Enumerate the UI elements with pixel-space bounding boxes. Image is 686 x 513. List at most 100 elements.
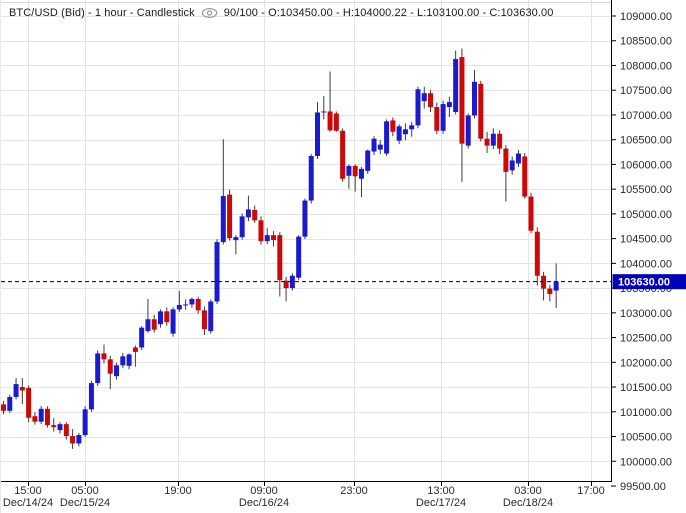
candle	[522, 156, 528, 197]
last-price-tag-label: 103630.00	[618, 277, 670, 289]
candle	[321, 111, 327, 113]
candle	[44, 408, 50, 426]
candle	[352, 165, 358, 177]
candle	[377, 144, 383, 150]
candle	[19, 387, 25, 391]
candle	[245, 209, 251, 218]
candle	[158, 311, 163, 325]
candle	[195, 298, 201, 311]
x-axis-time-label: 13:00	[427, 485, 455, 497]
y-axis-label: 99500.00	[620, 481, 666, 493]
y-axis-label: 102500.00	[620, 333, 672, 345]
candle	[421, 93, 427, 102]
candle	[145, 319, 151, 332]
candle	[283, 280, 289, 289]
candle	[227, 194, 233, 239]
candle	[239, 216, 245, 238]
candle	[415, 89, 421, 126]
candle	[82, 409, 88, 436]
candle	[515, 153, 521, 164]
y-axis-label: 108500.00	[620, 36, 672, 48]
candle	[453, 59, 459, 112]
candle	[57, 424, 63, 431]
candle	[114, 365, 120, 377]
candle	[76, 435, 82, 444]
x-axis-date-label: Dec/15/24	[60, 497, 110, 509]
y-axis-label: 109000.00	[620, 11, 672, 23]
x-axis-time-label: 15:00	[14, 485, 42, 497]
y-axis-label: 104500.00	[620, 234, 672, 246]
candle	[396, 126, 402, 141]
x-axis-time-label: 23:00	[340, 485, 368, 497]
candle	[472, 81, 477, 116]
candle	[63, 424, 69, 437]
candle	[484, 138, 490, 146]
candle	[70, 436, 76, 444]
candle	[402, 129, 408, 135]
y-axis-label: 100500.00	[620, 432, 672, 444]
y-axis-label: 107000.00	[620, 110, 672, 122]
candle	[26, 388, 32, 418]
candle	[289, 275, 295, 289]
candle	[189, 298, 195, 305]
candle	[220, 196, 226, 243]
candle	[101, 353, 107, 360]
eye-icon[interactable]	[201, 7, 218, 19]
x-axis-time-label: 17:00	[577, 485, 605, 497]
candle	[553, 281, 559, 291]
candle	[547, 288, 553, 295]
candle	[126, 354, 132, 366]
candle	[170, 309, 176, 334]
candle	[38, 408, 44, 422]
candle	[371, 138, 377, 152]
candle	[528, 196, 534, 231]
candle	[214, 242, 220, 302]
candle	[107, 359, 113, 374]
y-axis-label: 100000.00	[620, 456, 672, 468]
x-axis-time-label: 05:00	[71, 485, 99, 497]
candle	[164, 311, 170, 323]
last-price-tag	[612, 274, 686, 290]
candle	[95, 353, 101, 384]
candle	[327, 111, 333, 131]
candle	[333, 113, 339, 131]
candle	[258, 220, 264, 242]
candle	[503, 148, 509, 172]
candle	[51, 425, 57, 428]
y-axis-label: 105000.00	[620, 209, 672, 221]
candle	[32, 416, 38, 422]
candle	[201, 310, 207, 330]
candle	[1, 404, 6, 411]
y-axis-label: 101000.00	[620, 407, 672, 419]
candle	[490, 133, 496, 146]
candle	[296, 236, 302, 278]
x-axis-date-label: Dec/18/24	[503, 497, 553, 509]
candle	[440, 104, 446, 131]
candle	[346, 165, 352, 176]
candle	[132, 347, 138, 352]
candle	[459, 57, 465, 144]
candle	[13, 384, 19, 397]
x-axis-date-label: Dec/17/24	[416, 497, 466, 509]
candle	[315, 112, 320, 157]
x-axis-date-label: Dec/14/24	[3, 497, 53, 509]
candle	[509, 160, 515, 171]
candle	[277, 235, 283, 281]
instrument-summary: BTC/USD (Bid) - 1 hour - Candlestick	[9, 7, 195, 19]
candle	[233, 237, 239, 241]
candle	[7, 396, 13, 411]
candle	[428, 93, 434, 108]
x-axis-time-label: 03:00	[514, 485, 542, 497]
chart-header: BTC/USD (Bid) - 1 hour - Candlestick 90/…	[9, 5, 554, 21]
candle	[478, 83, 484, 139]
x-axis-time-label: 09:00	[250, 485, 278, 497]
candle	[208, 301, 214, 332]
candle	[264, 235, 270, 242]
candle	[308, 156, 314, 201]
y-axis-label: 102000.00	[620, 357, 672, 369]
candle	[534, 231, 540, 276]
y-axis-label: 108000.00	[620, 60, 672, 72]
y-axis-label: 107500.00	[620, 85, 672, 97]
ohlc-summary: 90/100 - O:103450.00 - H:104000.22 - L:1…	[223, 7, 554, 19]
